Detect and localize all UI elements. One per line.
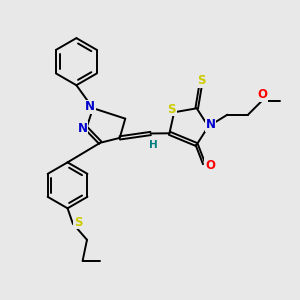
Text: O: O: [205, 159, 215, 172]
Text: S: S: [197, 74, 206, 87]
Text: S: S: [74, 216, 82, 229]
Text: S: S: [167, 103, 176, 116]
Text: N: N: [78, 122, 88, 135]
Text: N: N: [206, 118, 216, 131]
Text: O: O: [258, 88, 268, 101]
Text: H: H: [149, 140, 158, 150]
Text: N: N: [85, 100, 95, 113]
